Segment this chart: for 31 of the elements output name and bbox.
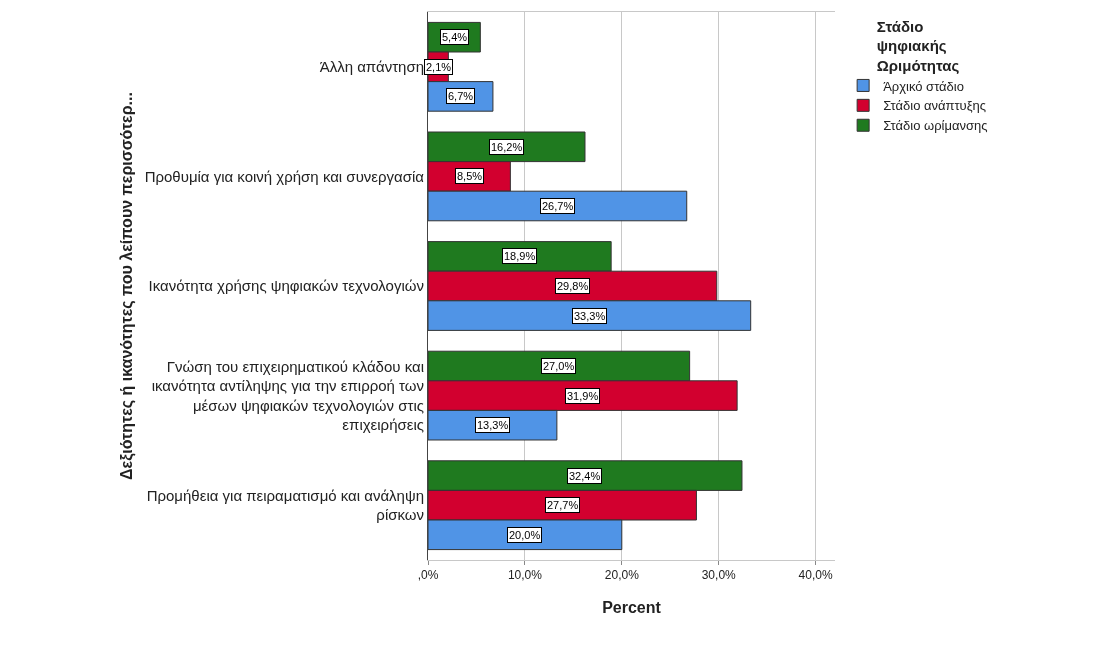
legend-label: Στάδιο ανάπτυξης xyxy=(883,98,987,114)
y-tick-label: Ικανότητα χρήσης ψηφιακών τεχνολογιών xyxy=(148,277,424,295)
data-label: 27,7% xyxy=(547,499,579,511)
data-label: 13,3% xyxy=(477,419,509,431)
data-label: 8,5% xyxy=(457,170,483,182)
legend-title: Στάδιο ψηφιακής Ωριμότητας xyxy=(876,17,960,74)
y-tick-label: Προθυμία για κοινή χρήση και συνεργασία xyxy=(144,167,425,185)
x-tick-label: 30,0% xyxy=(701,568,737,583)
data-label: 6,7% xyxy=(448,90,474,102)
data-label: 29,8% xyxy=(557,280,589,292)
x-tick-label: 10,0% xyxy=(507,568,543,583)
y-tick-label: Άλλη απάντηση xyxy=(319,58,424,76)
data-label: 20,0% xyxy=(509,529,541,541)
legend-label: Στάδιο ωρίμανσης xyxy=(883,118,988,134)
data-label: 32,4% xyxy=(569,470,601,482)
x-tick-label: ,0% xyxy=(417,568,439,583)
data-label: 31,9% xyxy=(567,390,599,402)
y-tick-label: Γνώση του επιχειρηματικού κλάδου και ικανότητα αντίληψης για την επιρροή των μέσων ψηφιακών τεχνολογιών στις επιχειρήσεις xyxy=(151,357,424,434)
data-label: 16,2% xyxy=(491,141,523,153)
data-label: 33,3% xyxy=(574,310,606,322)
x-axis-title: Percent xyxy=(602,599,662,617)
data-label: 18,9% xyxy=(504,250,536,262)
data-label: 5,4% xyxy=(442,31,468,43)
data-label: 2,1% xyxy=(426,61,452,73)
x-tick-label: 20,0% xyxy=(604,568,640,583)
x-tick-label: 40,0% xyxy=(798,568,833,583)
data-label: 26,7% xyxy=(542,200,574,212)
data-label: 27,0% xyxy=(543,360,575,372)
y-axis-title: Δεξιότητες ή ικανότητες που λείπουν περισσότερ... xyxy=(117,92,136,480)
y-tick-label: Προμήθεια για πειραματισμό και ανάληψη ρίσκων xyxy=(146,486,424,524)
legend-label: Άρχικό στάδιο xyxy=(883,78,964,94)
